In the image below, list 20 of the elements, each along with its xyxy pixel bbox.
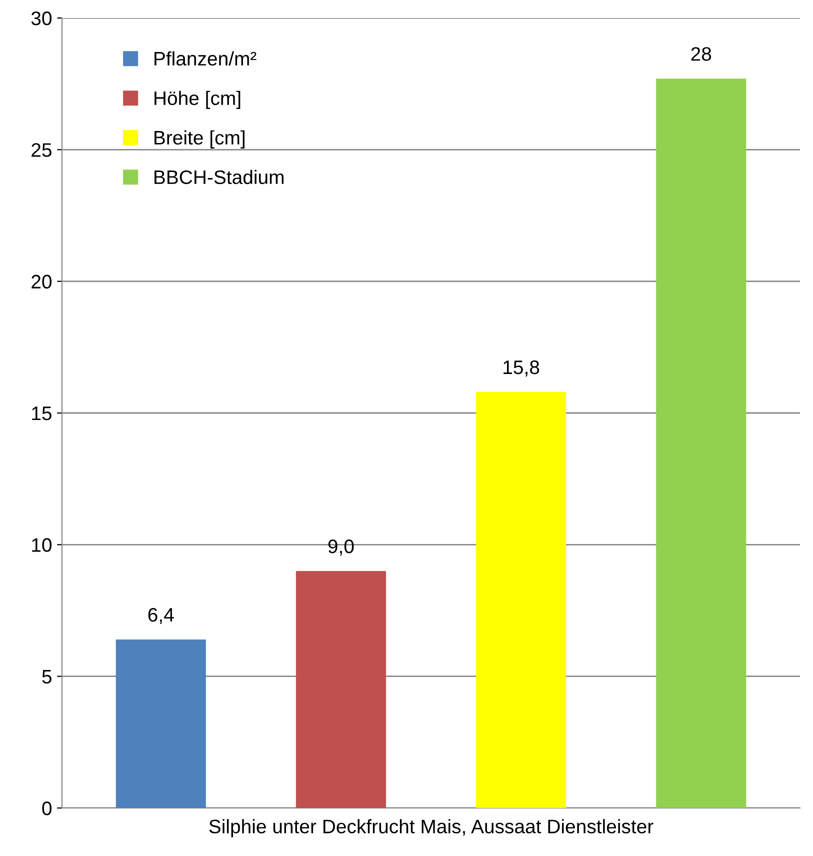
y-tick-label: 5 xyxy=(42,670,52,684)
y-tick-label: 20 xyxy=(32,274,52,289)
bar xyxy=(116,639,206,808)
bar xyxy=(476,392,566,808)
data-label: 28 xyxy=(691,47,712,61)
legend-label: BBCH-Stadium xyxy=(154,170,284,184)
y-tick-label: 0 xyxy=(42,801,52,816)
y-tick-label: 15 xyxy=(32,406,52,420)
y-tick-label: 10 xyxy=(32,538,52,552)
legend-label: Breite [cm] xyxy=(154,130,244,148)
data-label: 6,4 xyxy=(148,608,174,624)
y-tick-label: 25 xyxy=(32,143,52,157)
y-tick-label: 30 xyxy=(31,11,52,26)
legend-label: Höhe [cm] xyxy=(154,90,240,109)
bar xyxy=(296,571,386,808)
legend-label: Pflanzen/m² xyxy=(154,51,256,66)
x-tick-label: Silphie unter Deckfrucht Mais, Aussaat Dienstleister xyxy=(209,819,654,838)
bar xyxy=(656,78,746,808)
data-label: 9,0 xyxy=(328,540,354,556)
data-label: 15,8 xyxy=(504,360,540,376)
